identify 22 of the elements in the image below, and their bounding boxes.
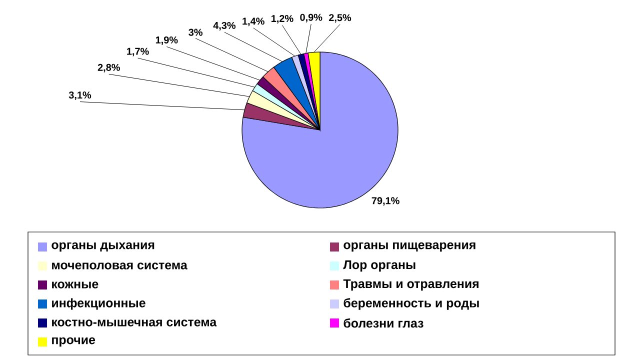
legend-label: мочеполовая система xyxy=(52,262,188,270)
legend-label: костно-мышечная система xyxy=(52,320,217,326)
data-label: 79,1% xyxy=(372,197,400,206)
legend-label: органы пищеварения xyxy=(344,242,476,252)
legend-label: инфекционные xyxy=(52,298,146,310)
data-label: 1,7% xyxy=(127,48,149,56)
data-label: 3% xyxy=(188,28,202,36)
data-label: 0,9% xyxy=(300,14,322,22)
data-label: 4,3% xyxy=(213,22,236,30)
legend-label: Травмы и отравления xyxy=(343,279,478,291)
legend-label: болезни глаз xyxy=(344,318,424,328)
legend-label: Лор органы xyxy=(343,260,416,272)
data-label: 1,9% xyxy=(156,36,178,45)
legend-label: органы дыхания xyxy=(52,242,154,252)
legend-label: беременность и роды xyxy=(344,298,479,310)
data-label: 2,5% xyxy=(328,14,352,23)
legend-label: кожные xyxy=(52,282,98,288)
data-label: 1,4% xyxy=(242,18,264,26)
data-label: 2,8% xyxy=(98,64,120,72)
data-label: 1,2% xyxy=(271,14,294,24)
legend-label: прочие xyxy=(52,337,96,347)
data-label: 3,1% xyxy=(68,92,92,100)
